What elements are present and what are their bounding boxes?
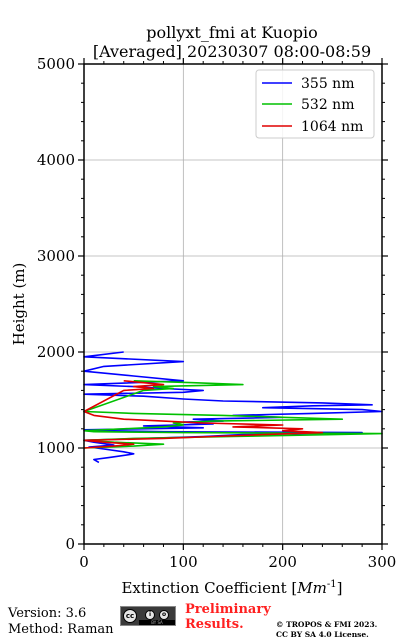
chart-subtitle: [Averaged] 20230307 08:00-08:59 [93, 42, 371, 61]
copyright-line2: CC BY SA 4.0 License. [276, 630, 369, 639]
sa-icon: o [159, 610, 169, 620]
legend-label-355: 355 nm [301, 76, 354, 92]
legend-box [255, 69, 375, 139]
x-tick-label: 200 [268, 553, 297, 571]
y-tick-label: 5000 [37, 55, 75, 73]
cc-icon: cc [123, 609, 137, 623]
chart-title: pollyxt_fmi at Kuopio [146, 23, 317, 42]
preliminary-notice: Preliminary Results. [185, 602, 271, 632]
x-tick-label: 300 [368, 553, 397, 571]
y-axis-label: Height (m) [10, 263, 28, 346]
copyright-notice: © TROPOS & FMI 2023. CC BY SA 4.0 Licens… [276, 620, 377, 640]
cc-by-sa-strip: BY SA [139, 620, 175, 625]
x-tick-label: 100 [169, 553, 198, 571]
y-tick-label: 1000 [37, 439, 75, 457]
plot-frame [83, 63, 383, 545]
y-tick-label: 0 [65, 535, 75, 553]
x-axis-label: Extinction Coefficient [Mm-1] [121, 579, 342, 597]
preliminary-line1: Preliminary [185, 602, 271, 617]
x-tick-label: 0 [79, 553, 89, 571]
copyright-line1: © TROPOS & FMI 2023. [276, 620, 378, 629]
y-tick-label: 2000 [37, 343, 75, 361]
cc-license-icon: cc i o BY SA [120, 606, 176, 626]
axis-ticks [78, 58, 388, 550]
series-line-1064-nm [83, 380, 324, 449]
preliminary-line2: Results. [185, 617, 244, 632]
series-layer [83, 351, 383, 464]
legend: 355 nm 532 nm 1064 nm [255, 69, 375, 139]
extinction-profile-chart: pollyxt_fmi at Kuopio [Averaged] 2023030… [10, 23, 397, 597]
method-text: Method: Raman [8, 622, 114, 637]
legend-label-532: 532 nm [301, 97, 354, 113]
grid-lines [84, 64, 382, 544]
legend-label-1064: 1064 nm [301, 119, 363, 135]
y-tick-label: 4000 [37, 151, 75, 169]
by-icon: i [145, 610, 155, 620]
version-text: Version: 3.6 [8, 606, 87, 621]
footer-info: Version: 3.6 Method: Raman [8, 606, 114, 638]
y-tick-label: 3000 [37, 247, 75, 265]
